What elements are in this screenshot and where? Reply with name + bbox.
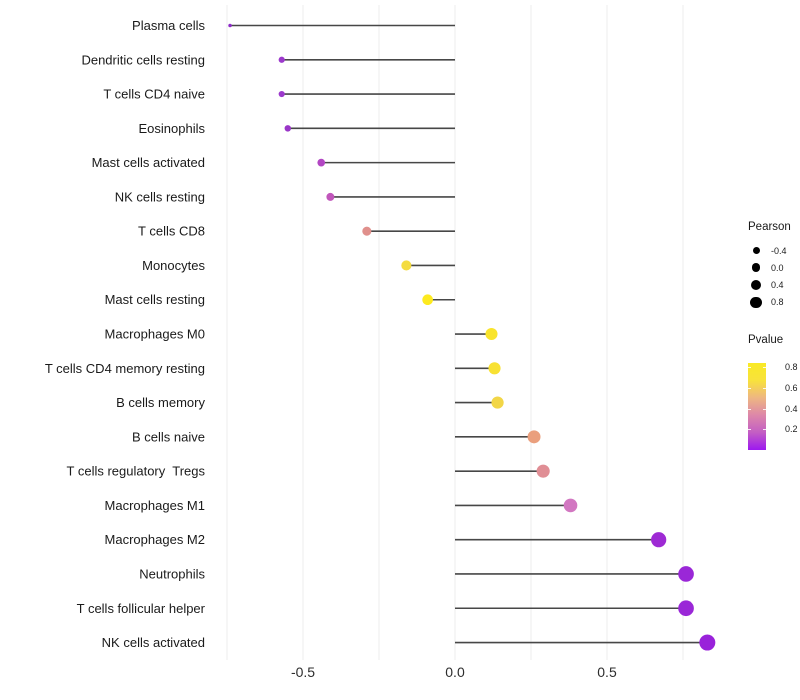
dot bbox=[362, 226, 372, 236]
y-axis-label: Mast cells activated bbox=[92, 155, 205, 170]
pvalue-colorbar-gradient bbox=[748, 363, 766, 450]
legend-size-dot-icon bbox=[751, 279, 761, 290]
colorbar-tick bbox=[763, 429, 766, 431]
dot bbox=[284, 125, 292, 132]
legend-size-dot-icon bbox=[751, 263, 761, 273]
y-axis-label: NK cells resting bbox=[115, 189, 205, 204]
y-axis-label: T cells follicular helper bbox=[77, 601, 206, 616]
dot bbox=[527, 430, 541, 444]
dot bbox=[485, 327, 498, 341]
pvalue-color-legend: Pvalue 0.8 0.6 0.4 0.2 bbox=[734, 334, 798, 450]
dot bbox=[678, 566, 694, 582]
legend-size-dot-icon bbox=[752, 247, 760, 255]
y-axis-label: Neutrophils bbox=[139, 566, 205, 581]
pearson-legend-items: -0.4 0.0 0.4 0.8 bbox=[734, 242, 791, 311]
pvalue-legend-title: Pvalue bbox=[748, 334, 784, 346]
dot bbox=[278, 56, 285, 63]
y-axis-label: T cells CD4 memory resting bbox=[45, 361, 205, 376]
pearson-legend-item: 0.8 bbox=[734, 294, 791, 311]
pearson-legend-item: 0.0 bbox=[734, 259, 791, 276]
pearson-legend-item: -0.4 bbox=[734, 242, 791, 259]
dot bbox=[678, 600, 694, 617]
dot bbox=[651, 532, 667, 548]
legend-size-label: 0.8 bbox=[771, 297, 784, 308]
legend-size-label: 0.4 bbox=[771, 279, 784, 290]
colorbar-tick-label: 0.6 bbox=[785, 382, 798, 393]
dot bbox=[278, 90, 285, 98]
colorbar-tick bbox=[748, 429, 751, 431]
y-axis-label: B cells memory bbox=[116, 395, 205, 410]
colorbar-tick bbox=[748, 387, 751, 389]
colorbar-tick-label: 0.2 bbox=[785, 424, 798, 435]
x-axis-tick-label: -0.5 bbox=[291, 664, 315, 680]
legend-size-label: 0.0 bbox=[771, 262, 784, 273]
x-axis-tick-label: 0.5 bbox=[597, 664, 617, 680]
y-axis-label: Monocytes bbox=[142, 258, 205, 273]
y-axis-label: Plasma cells bbox=[132, 18, 205, 33]
pearson-size-legend: Pearson -0.4 0.0 0.4 0.8 bbox=[734, 221, 791, 311]
y-axis-label: T cells regulatory Tregs bbox=[67, 464, 206, 479]
y-axis-label: Mast cells resting bbox=[105, 292, 205, 307]
dot bbox=[422, 294, 433, 306]
y-axis-label: Macrophages M0 bbox=[105, 327, 205, 342]
y-axis-label: T cells CD4 naive bbox=[103, 87, 205, 102]
y-axis-label: T cells CD8 bbox=[138, 224, 205, 239]
y-axis-label: B cells naive bbox=[132, 429, 205, 444]
dot bbox=[699, 634, 716, 651]
colorbar-tick bbox=[763, 387, 766, 389]
dot bbox=[326, 192, 335, 201]
y-axis-label: Eosinophils bbox=[139, 121, 206, 136]
colorbar-tick bbox=[763, 367, 766, 369]
pearson-legend-item: 0.4 bbox=[734, 276, 791, 293]
colorbar-tick bbox=[763, 408, 766, 410]
pearson-legend-title: Pearson bbox=[748, 221, 791, 233]
y-axis-label: NK cells activated bbox=[102, 635, 205, 650]
colorbar-tick-label: 0.4 bbox=[785, 403, 798, 414]
y-axis-label: Dendritic cells resting bbox=[81, 52, 205, 67]
dot bbox=[488, 362, 501, 375]
dot bbox=[317, 158, 326, 167]
dot bbox=[401, 260, 412, 271]
y-axis-label: Macrophages M2 bbox=[105, 532, 205, 547]
dot bbox=[491, 396, 504, 409]
y-axis-label: Macrophages M1 bbox=[105, 498, 205, 513]
colorbar-tick bbox=[748, 408, 751, 410]
x-axis-tick-label: 0.0 bbox=[445, 664, 465, 680]
legend-size-dot-icon bbox=[750, 296, 762, 308]
colorbar-tick bbox=[748, 367, 751, 369]
legend-size-label: -0.4 bbox=[771, 245, 787, 256]
pvalue-colorbar-wrap: 0.8 0.6 0.4 0.2 bbox=[748, 362, 798, 450]
colorbar-tick-label: 0.8 bbox=[785, 362, 798, 373]
dot bbox=[536, 464, 550, 478]
dot bbox=[563, 498, 578, 513]
dot bbox=[228, 23, 232, 28]
